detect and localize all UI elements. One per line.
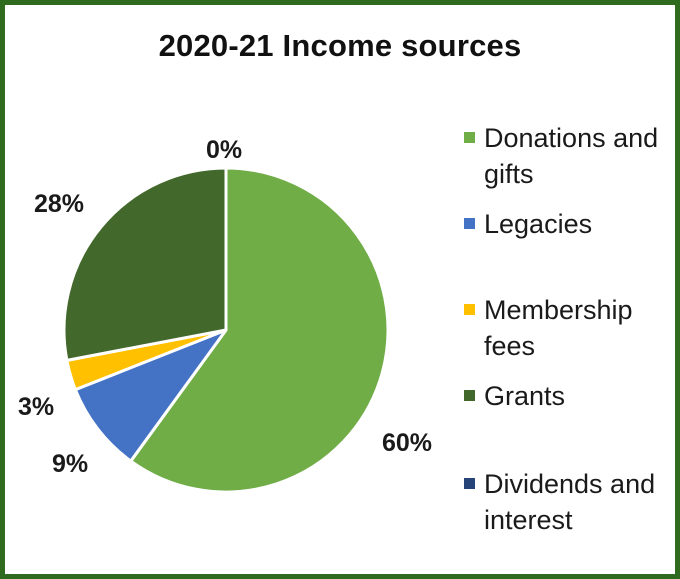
legend-label-grants: Grants — [484, 381, 566, 411]
pie-slice-legacies — [73, 328, 228, 463]
legend-entry-legacies: Legacies — [464, 206, 674, 242]
legend-label-dividends: Dividends and interest — [484, 469, 656, 535]
legend-entry-donations: Donations and gifts — [464, 120, 674, 192]
legend-entry-dividends: Dividends and interest — [464, 466, 674, 538]
legend-swatch-legacies — [464, 218, 475, 229]
legend-label-donations: Donations and gifts — [484, 123, 659, 189]
data-label-legacies: 9% — [52, 450, 88, 478]
legend-swatch-membership — [464, 304, 475, 315]
data-label-grants: 28% — [34, 190, 84, 218]
pie-slice-grants — [62, 166, 228, 362]
pie-slice-donations — [129, 166, 390, 494]
legend-entry-grants: Grants — [464, 378, 674, 414]
legend-label-legacies: Legacies — [484, 209, 593, 239]
pie-data-labels: 60% 9% 3% 28% 0% — [18, 136, 432, 478]
pie-slices — [62, 166, 390, 494]
legend-label-membership: Membership fees — [484, 295, 633, 361]
data-label-membership: 3% — [18, 393, 54, 421]
legend-swatch-donations — [464, 132, 475, 143]
legend-swatch-dividends — [464, 478, 475, 489]
data-label-dividends: 0% — [206, 136, 242, 164]
legend-swatch-grants — [464, 390, 475, 401]
legend-entry-membership: Membership fees — [464, 292, 674, 364]
chart-title: 2020-21 Income sources — [158, 28, 522, 63]
data-label-donations: 60% — [382, 429, 432, 457]
